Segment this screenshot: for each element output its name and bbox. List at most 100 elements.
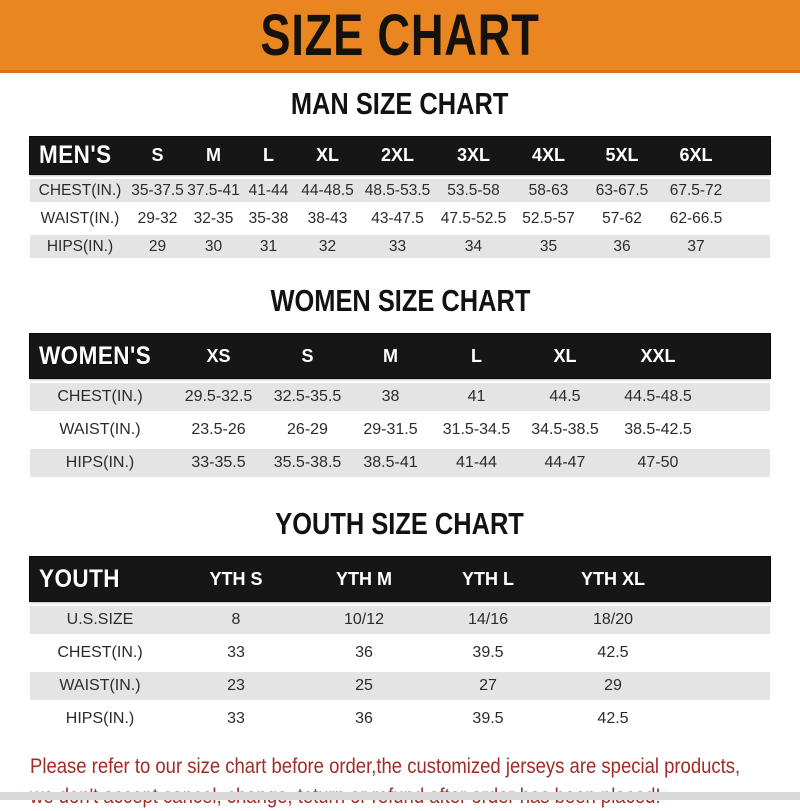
cell-value: 10/12 [343,611,385,628]
cell-value: 36 [613,237,631,255]
disclaimer-footer: Please refer to our size chart before or… [30,751,800,811]
table-header-row: WOMEN'S XS S M L XL XXL [30,334,770,378]
cell-value: 29 [604,677,622,694]
cell-value: 41-44 [248,181,289,199]
table-header-row: MEN'S S M L XL 2XL 3XL 4XL 5XL 6XL [30,137,770,174]
table-row: HIPS(IN.) 29 30 31 32 33 34 35 36 37 [30,235,770,258]
section-heading: YOUTH SIZE CHART [275,506,525,541]
cell-value: 36 [355,644,373,661]
column-header: 5XL [605,145,639,165]
cell-value: 35-38 [248,209,289,227]
column-header: M [383,345,398,366]
cell-value: 18/20 [592,611,634,628]
cell-value: 47.5-52.5 [440,209,507,227]
row-label: HIPS(IN.) [46,237,114,255]
table-row: CHEST(IN.) 33 36 39.5 42.5 [30,639,770,667]
column-header: YTH XL [580,568,645,589]
column-header: 4XL [531,145,565,165]
cell-value: 8 [231,611,241,628]
column-header: XL [315,145,339,165]
cell-value: 31 [259,237,278,255]
cell-value: 30 [204,237,223,255]
row-label: WAIST(IN.) [40,209,120,227]
cell-value: 44-47 [544,454,586,471]
row-label: HIPS(IN.) [65,710,135,727]
row-label: CHEST(IN.) [57,388,143,405]
cell-value: 39.5 [472,710,504,727]
row-label: CHEST(IN.) [38,181,122,199]
size-chart-section: MAN SIZE CHART MEN'S S M L XL 2XL 3XL 4XL 5XL 6XL… [0,86,800,258]
table-row: CHEST(IN.) 35-37.5 37.5-41 41-44 44-48.5 48.5… [30,179,770,202]
table-row: WAIST(IN.) 23.5-26 26-29 29-31.5 31.5-34.5 34… [30,416,770,444]
cell-value: 57-62 [602,209,642,227]
cell-value: 44-48.5 [301,181,354,199]
table-row: WAIST(IN.) 29-32 32-35 35-38 38-43 43-47.5 47.… [30,207,770,230]
cell-value: 43-47.5 [371,209,424,227]
cell-value: 33 [388,237,407,255]
cell-value: 14/16 [467,611,509,628]
cell-value: 32.5-35.5 [273,388,342,405]
column-header: XS [206,345,231,366]
cell-value: 37 [687,237,705,255]
cell-value: 29-31.5 [363,421,418,438]
column-header: 3XL [456,145,490,165]
table-row: HIPS(IN.) 33 36 39.5 42.5 [30,705,770,733]
table-row: CHEST(IN.) 29.5-32.5 32.5-35.5 38 41 44.5 44.5… [30,383,770,411]
table-row: U.S.SIZE 8 10/12 14/16 18/20 [30,606,770,634]
cell-value: 31.5-34.5 [442,421,511,438]
row-label: HIPS(IN.) [65,454,135,471]
cell-value: 29.5-32.5 [184,388,253,405]
column-header: XL [553,345,577,366]
cell-value: 44.5-48.5 [624,388,692,405]
cell-value: 38.5-42.5 [624,421,692,438]
cell-value: 29-32 [137,209,178,227]
row-label: U.S.SIZE [66,611,134,628]
cell-value: 34 [464,237,483,255]
cell-value: 33 [227,710,245,727]
cell-value: 29 [148,237,167,255]
column-header: 6XL [679,145,713,165]
cell-value: 52.5-57 [522,209,575,227]
column-header: L [263,145,274,165]
column-header: S [301,345,314,366]
cell-value: 38-43 [307,209,348,227]
cell-value: 32-35 [193,209,234,227]
size-chart-section: YOUTH SIZE CHART YOUTH YTH S YTH M YTH L YTH… [0,506,800,733]
cell-value: 39.5 [472,644,504,661]
cell-value: 41-44 [456,454,497,471]
column-header: YTH S [209,568,263,589]
size-chart-section: WOMEN SIZE CHART WOMEN'S XS S M L XL XXL CHEST(… [0,283,800,477]
table-header-row: YOUTH YTH S YTH M YTH L YTH XL [30,557,770,601]
size-table: YOUTH YTH S YTH M YTH L YTH XL U.S.SIZE 8 10/12… [30,557,770,733]
column-header: XXL [640,345,676,366]
table-corner-label: MEN'S [39,141,112,169]
disclaimer-line-1: Please refer to our size chart before or… [30,754,741,778]
cell-value: 25 [355,677,373,694]
cell-value: 33-35.5 [191,454,246,471]
cell-value: 27 [479,677,497,694]
row-label: WAIST(IN.) [59,421,141,438]
size-chart-sections: MAN SIZE CHART MEN'S S M L XL 2XL 3XL 4XL 5XL 6XL… [0,86,800,733]
column-header: S [151,145,164,165]
cell-value: 37.5-41 [187,181,240,199]
cell-value: 38.5-41 [363,454,418,471]
cell-value: 34.5-38.5 [531,421,599,438]
cell-value: 32 [318,237,337,255]
cell-value: 58-63 [528,181,569,199]
column-header: YTH M [336,568,392,589]
cell-value: 53.5-58 [447,181,500,199]
table-row: HIPS(IN.) 33-35.5 35.5-38.5 38.5-41 41-44 44-… [30,449,770,477]
row-label: WAIST(IN.) [59,677,141,694]
cell-value: 41 [467,388,486,405]
section-heading: WOMEN SIZE CHART [270,283,530,318]
cell-value: 44.5 [549,388,581,405]
cell-value: 38 [381,388,400,405]
cell-value: 33 [227,644,245,661]
row-label: CHEST(IN.) [57,644,143,661]
banner-title: SIZE CHART [260,3,540,68]
bottom-divider [0,792,800,800]
cell-value: 63-67.5 [595,181,649,199]
column-header: 2XL [380,145,414,165]
cell-value: 23 [227,677,245,694]
cell-value: 62-66.5 [669,209,723,227]
